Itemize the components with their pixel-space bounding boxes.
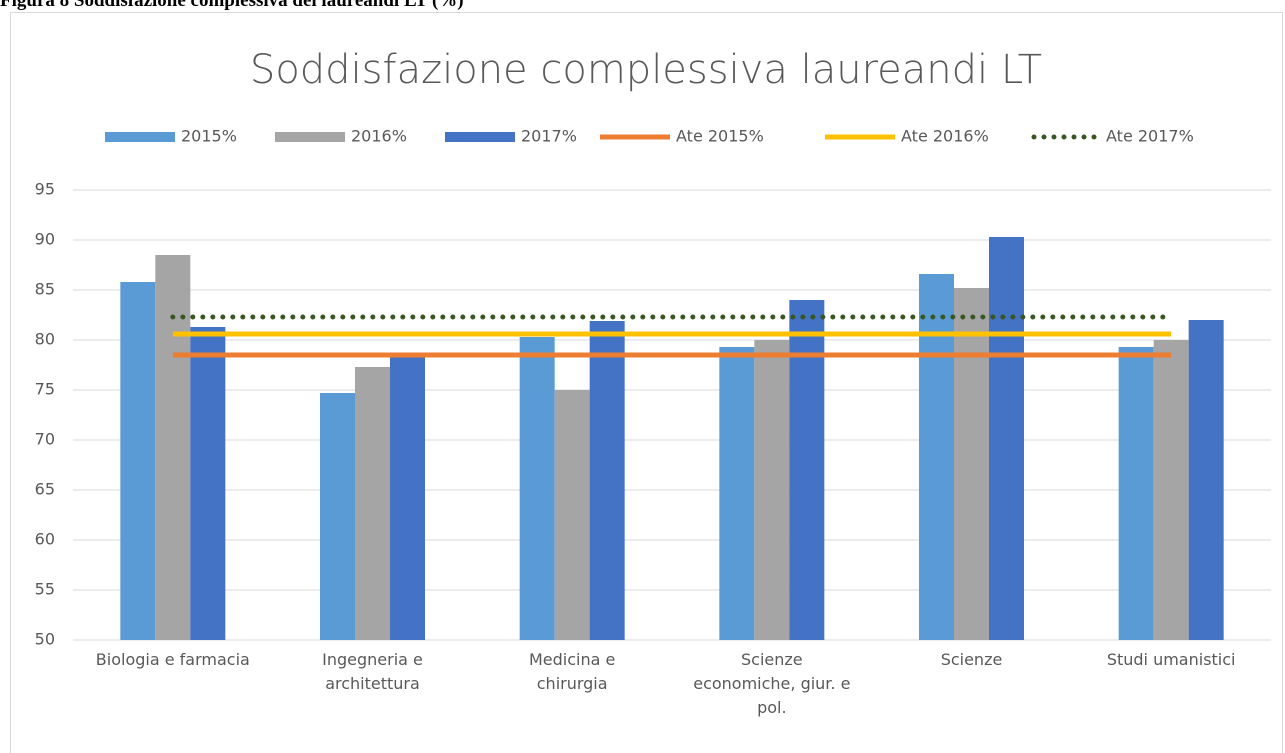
bar — [1188, 320, 1224, 640]
bar — [1153, 340, 1189, 640]
legend-swatch — [445, 132, 515, 142]
y-tick-label: 65 — [35, 480, 55, 499]
bar — [120, 282, 156, 640]
y-tick-label: 55 — [35, 580, 55, 599]
bar — [320, 393, 355, 640]
y-tick-label: 60 — [35, 530, 55, 549]
bar — [390, 356, 425, 640]
bar — [719, 347, 755, 640]
bar — [554, 390, 590, 640]
legend-label: Ate 2017% — [1106, 127, 1194, 146]
bar — [789, 300, 825, 640]
legend-swatch — [105, 132, 175, 142]
legend-label: 2016% — [351, 127, 407, 146]
bar — [754, 340, 790, 640]
bar — [190, 327, 226, 640]
x-tick-label: Scienze economiche, giur. e pol. — [693, 650, 851, 717]
legend-swatch — [275, 132, 345, 142]
legend-label: 2015% — [181, 127, 237, 146]
bar — [954, 288, 989, 640]
x-tick-label: Studi umanistici — [1106, 650, 1236, 669]
x-tick-label: Ingegneria e architettura — [322, 650, 423, 693]
y-tick-label: 80 — [35, 330, 55, 349]
y-tick-label: 90 — [35, 230, 55, 249]
bar — [1118, 347, 1154, 640]
x-tick-label: Medicina e chirurgia — [528, 650, 616, 693]
y-tick-label: 70 — [35, 430, 55, 449]
y-tick-label: 50 — [35, 630, 55, 649]
chart-title: Soddisfazione complessiva laureandi LT — [250, 47, 1042, 93]
y-tick-label: 85 — [35, 280, 55, 299]
x-tick-label: Scienze — [940, 650, 1003, 669]
legend-label: 2017% — [521, 127, 577, 146]
bar — [355, 367, 390, 640]
bar — [519, 337, 555, 640]
bar — [589, 321, 625, 640]
bar — [989, 237, 1024, 640]
figure-caption: Figura 8 Soddisfazione complessiva dei l… — [0, 0, 464, 11]
legend-label: Ate 2015% — [676, 127, 764, 146]
legend-label: Ate 2016% — [901, 127, 989, 146]
y-tick-label: 75 — [35, 380, 55, 399]
bar — [919, 274, 954, 640]
bar — [155, 255, 191, 640]
y-tick-label: 95 — [35, 180, 55, 199]
x-tick-label: Biologia e farmacia — [95, 650, 250, 669]
